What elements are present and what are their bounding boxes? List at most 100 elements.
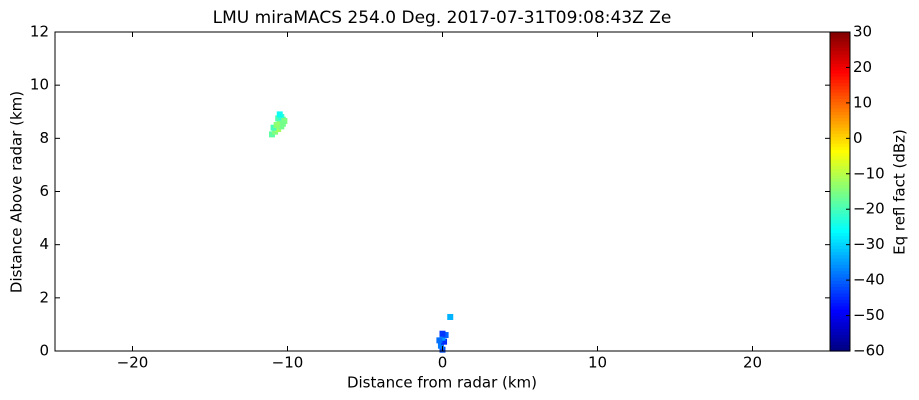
colorbar-tick-label: −20 — [853, 200, 885, 218]
colorbar-segment — [830, 204, 850, 209]
colorbar-segment — [830, 338, 850, 343]
colorbar-segment — [830, 188, 850, 193]
colorbar-segment — [830, 347, 850, 352]
echo-cell — [442, 332, 449, 339]
colorbar-segment — [830, 130, 850, 135]
colorbar-segment — [830, 181, 850, 186]
colorbar-segment — [830, 159, 850, 164]
colorbar-segment — [830, 76, 850, 81]
y-tick-label: 10 — [30, 76, 49, 94]
colorbar-segment — [830, 252, 850, 256]
y-tick-label: 6 — [39, 182, 49, 200]
colorbar-segment — [830, 63, 850, 68]
colorbar-segment — [830, 210, 850, 215]
colorbar-segment — [830, 143, 850, 148]
colorbar-segment — [830, 127, 850, 132]
colorbar-segment — [830, 169, 850, 173]
colorbar-segment — [830, 309, 850, 314]
colorbar-segment — [830, 239, 850, 244]
colorbar-segment — [830, 312, 850, 317]
echo-cell — [276, 119, 283, 126]
y-tick-label: 2 — [39, 288, 49, 306]
y-tick-label: 12 — [30, 23, 49, 41]
plot-frame — [54, 31, 831, 352]
colorbar-tick-label: 30 — [853, 23, 872, 41]
colorbar-segment — [830, 207, 850, 212]
colorbar-segment — [830, 165, 850, 170]
colorbar-segment — [830, 293, 850, 298]
colorbar-segment — [830, 111, 850, 116]
x-tick-label: 0 — [438, 354, 448, 372]
colorbar-segment — [830, 57, 850, 62]
colorbar-segment — [830, 175, 850, 180]
colorbar-segment — [830, 73, 850, 78]
y-axis-label: Distance Above radar (km) — [8, 91, 26, 293]
colorbar-segment — [830, 146, 850, 151]
colorbar-segment — [830, 191, 850, 196]
colorbar-segment — [830, 194, 850, 199]
colorbar-segment — [830, 315, 850, 320]
colorbar-segment — [830, 51, 850, 55]
colorbar-segment — [830, 162, 850, 167]
colorbar-segment — [830, 274, 850, 279]
colorbar-segment — [830, 150, 850, 154]
colorbar-segment — [830, 153, 850, 158]
echo-cell — [437, 342, 444, 349]
echo-cell — [436, 337, 443, 344]
echo-cell — [272, 128, 279, 135]
colorbar-segment — [830, 41, 850, 46]
colorbar-segment — [830, 284, 850, 288]
colorbar-segment — [830, 108, 850, 113]
colorbar-segment — [830, 248, 850, 253]
colorbar-segment — [830, 140, 850, 145]
colorbar-segment — [830, 229, 850, 234]
colorbar-segment — [830, 54, 850, 59]
echo-cell — [439, 334, 446, 341]
colorbar-segment — [830, 319, 850, 323]
colorbar-label: Eq refl fact (dBz) — [891, 129, 909, 255]
colorbar-segment — [830, 102, 850, 106]
colorbar-segment — [830, 344, 850, 349]
echo-cell — [270, 124, 277, 131]
echo-cell — [441, 338, 448, 345]
colorbar-segment — [830, 121, 850, 126]
colorbar-segment — [830, 89, 850, 94]
x-tick-label: −10 — [272, 354, 304, 372]
echo-cell — [279, 120, 286, 127]
colorbar-segment — [830, 32, 850, 36]
colorbar-segment — [830, 44, 850, 49]
echo-cell — [273, 122, 280, 129]
colorbar-segment — [830, 245, 850, 250]
colorbar-segment — [830, 322, 850, 327]
colorbar-tick-label: 0 — [853, 129, 863, 147]
colorbar-tick-label: −30 — [853, 235, 885, 253]
colorbar-segment — [830, 105, 850, 110]
echo-cell — [439, 330, 446, 337]
colorbar-segment — [830, 296, 850, 301]
colorbar-tick-label: −40 — [853, 271, 885, 289]
colorbar-tick-label: −50 — [853, 306, 885, 324]
x-tick-label: 10 — [588, 354, 607, 372]
colorbar-segment — [830, 232, 850, 237]
y-tick-label: 0 — [39, 342, 49, 360]
colorbar-segment — [830, 137, 850, 142]
colorbar-segment — [830, 287, 850, 291]
colorbar-segment — [830, 303, 850, 307]
y-tick-label: 8 — [39, 129, 49, 147]
colorbar-segment — [830, 35, 850, 39]
colorbar-segment — [830, 335, 850, 339]
colorbar-segment — [830, 268, 850, 272]
colorbar-segment — [830, 341, 850, 346]
chart-title: LMU miraMACS 254.0 Deg. 2017-07-31T09:08… — [213, 8, 672, 28]
colorbar-segment — [830, 223, 850, 228]
colorbar-segment — [830, 38, 850, 43]
colorbar-segment — [830, 328, 850, 333]
colorbar-segment — [830, 213, 850, 218]
colorbar-segment — [830, 201, 850, 205]
colorbar-tick-label: 20 — [853, 58, 872, 76]
colorbar-segment — [830, 271, 850, 276]
colorbar-segment — [830, 226, 850, 231]
echo-cell — [276, 111, 283, 118]
colorbar-tick-label: 10 — [853, 93, 872, 111]
